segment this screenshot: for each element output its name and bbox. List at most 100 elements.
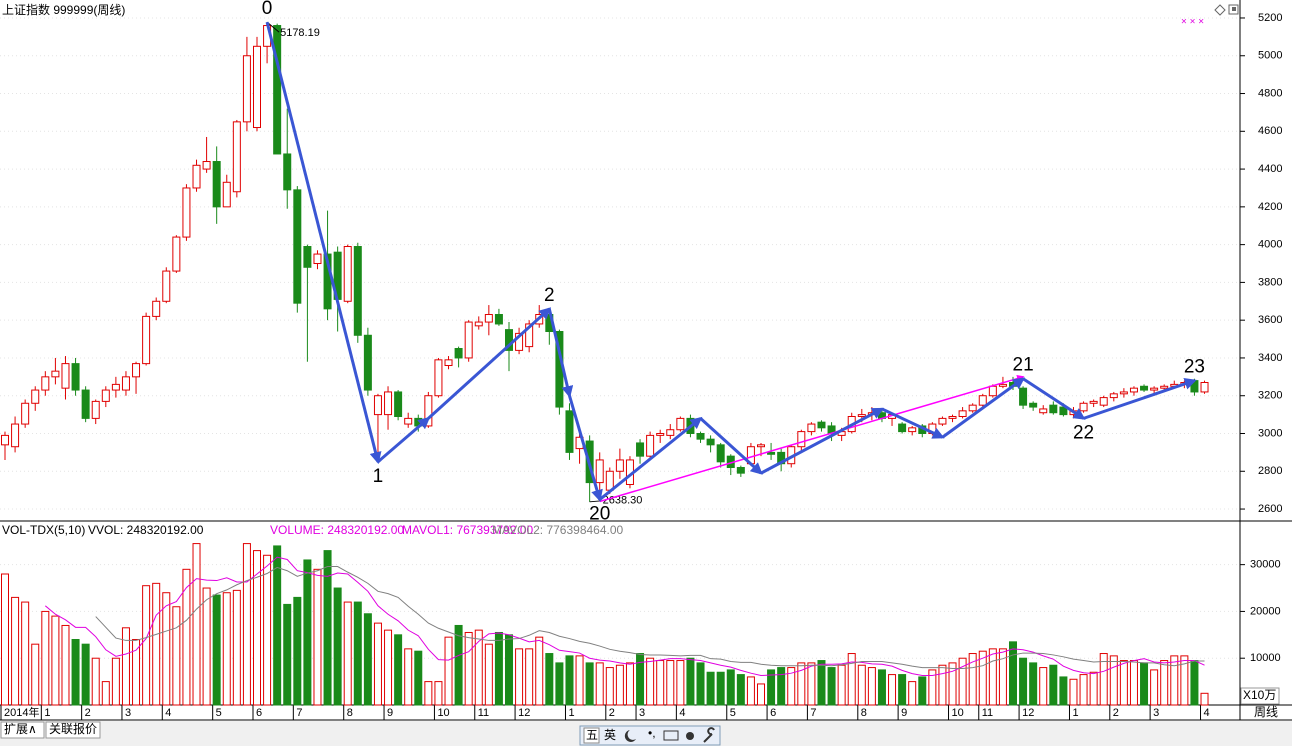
- candle-body: [676, 417, 685, 431]
- candle-body: [978, 395, 987, 406]
- candle-body: [817, 421, 826, 429]
- candle-body: [394, 391, 403, 417]
- unit-box: [1240, 687, 1280, 705]
- tab[interactable]: [45, 721, 101, 739]
- volume-bar: [1129, 660, 1138, 706]
- wave-label: 1: [373, 466, 384, 487]
- wave-arrow: [547, 308, 574, 399]
- x-tick-label: 3: [125, 707, 131, 719]
- volume-bar: [888, 674, 897, 706]
- candle-body: [434, 359, 443, 397]
- volume-bar: [61, 624, 70, 706]
- volume-bar: [283, 603, 292, 706]
- trend-line: [599, 374, 1025, 503]
- volume-bar: [1150, 669, 1159, 706]
- candle-body: [948, 415, 957, 419]
- candle-body: [908, 427, 917, 433]
- volume-bar: [928, 669, 937, 706]
- candle-body: [253, 45, 261, 129]
- x-tick-label: 4: [165, 707, 171, 719]
- volume-bar: [666, 660, 675, 706]
- icon[interactable]: [1214, 4, 1226, 16]
- volume-bar: [484, 643, 493, 706]
- volume-bar: [595, 662, 604, 706]
- volume-bar: [1109, 655, 1118, 706]
- window-icons: × × ×: [1181, 4, 1239, 28]
- wave-arrow: [568, 395, 603, 502]
- volume-bar: [948, 662, 957, 706]
- volume-bar: [212, 594, 221, 706]
- period-label: 周线: [1254, 705, 1278, 719]
- toolbar-icon[interactable]: [686, 732, 694, 740]
- volume-bar: [192, 543, 201, 706]
- tab[interactable]: [0, 721, 45, 739]
- volume-bar: [142, 585, 151, 706]
- candle-body: [716, 444, 725, 463]
- x-tick-label: 10: [437, 707, 449, 719]
- x-tick-label: 12: [518, 707, 530, 719]
- volume-bar: [998, 648, 1007, 706]
- candle-body: [132, 363, 141, 378]
- wave-label: 2: [544, 285, 555, 306]
- volume-bar: [182, 568, 191, 706]
- volume-bar: [625, 662, 634, 706]
- volume-bar: [958, 657, 967, 706]
- volume-bar: [1019, 657, 1028, 706]
- toolbar-label[interactable]: 英: [604, 728, 616, 742]
- candle-body: [172, 236, 181, 272]
- icon[interactable]: [1228, 4, 1239, 15]
- candle-body: [968, 404, 977, 412]
- wave-label: 22: [1073, 422, 1094, 443]
- volume-bar: [847, 653, 856, 706]
- wave-arrow: [427, 307, 552, 420]
- volume-bar: [746, 676, 755, 706]
- candle-body: [81, 389, 90, 419]
- volume-bar: [152, 582, 161, 706]
- y-tick-label: 3600: [1258, 314, 1282, 326]
- volume-bar: [575, 655, 584, 706]
- candle-body: [273, 25, 282, 155]
- wave-arrow: [1083, 378, 1197, 420]
- toolbar-icon[interactable]: [703, 727, 715, 743]
- toolbar-label[interactable]: 五: [586, 728, 598, 742]
- volume-bar: [968, 653, 977, 706]
- x-tick-label: 4: [1204, 707, 1210, 719]
- wave-label: 20: [589, 504, 610, 525]
- volume-bar: [293, 596, 302, 706]
- tab-label[interactable]: 扩展∧: [4, 722, 37, 736]
- toolbar-icon[interactable]: •,: [648, 726, 656, 740]
- wave-label: 0: [262, 0, 273, 19]
- x-tick-label: 2014年: [4, 705, 39, 719]
- candle-body: [636, 442, 645, 457]
- candle-body: [797, 431, 806, 448]
- y-tick-label: 4000: [1258, 239, 1282, 251]
- candle-body: [898, 423, 907, 433]
- volume-bar: [807, 662, 816, 706]
- toolbar-button[interactable]: [583, 727, 600, 744]
- wave-arrow: [760, 407, 885, 475]
- candle-body: [938, 417, 947, 425]
- toolbar-icon[interactable]: [663, 730, 679, 741]
- volume-bar: [837, 664, 846, 706]
- indicator-name: VOL-TDX(5,10): [2, 523, 85, 537]
- volume-bar: [202, 587, 211, 706]
- indicator-value: VOLUME: 248320192.00: [270, 523, 404, 537]
- volume-bar: [585, 662, 594, 706]
- x-tick-label: 9: [387, 707, 393, 719]
- y-tick-label: 2800: [1258, 465, 1282, 477]
- toolbar-icon[interactable]: [624, 730, 636, 742]
- volume-bar: [31, 643, 40, 706]
- tab-label[interactable]: 关联报价: [49, 721, 97, 736]
- candle-body: [1019, 387, 1028, 406]
- toolbar: [579, 725, 721, 746]
- candle-body: [757, 444, 765, 448]
- volume-bar: [464, 631, 473, 706]
- candle-body: [192, 164, 201, 189]
- wave-arrow: [265, 21, 382, 465]
- y-tick-label: 3800: [1258, 276, 1282, 288]
- x-tick-label: 10: [952, 707, 964, 719]
- candle-body: [41, 376, 50, 391]
- volume-bar: [555, 662, 564, 706]
- volume-bar: [1089, 671, 1098, 706]
- wave-label: 21: [1013, 355, 1034, 376]
